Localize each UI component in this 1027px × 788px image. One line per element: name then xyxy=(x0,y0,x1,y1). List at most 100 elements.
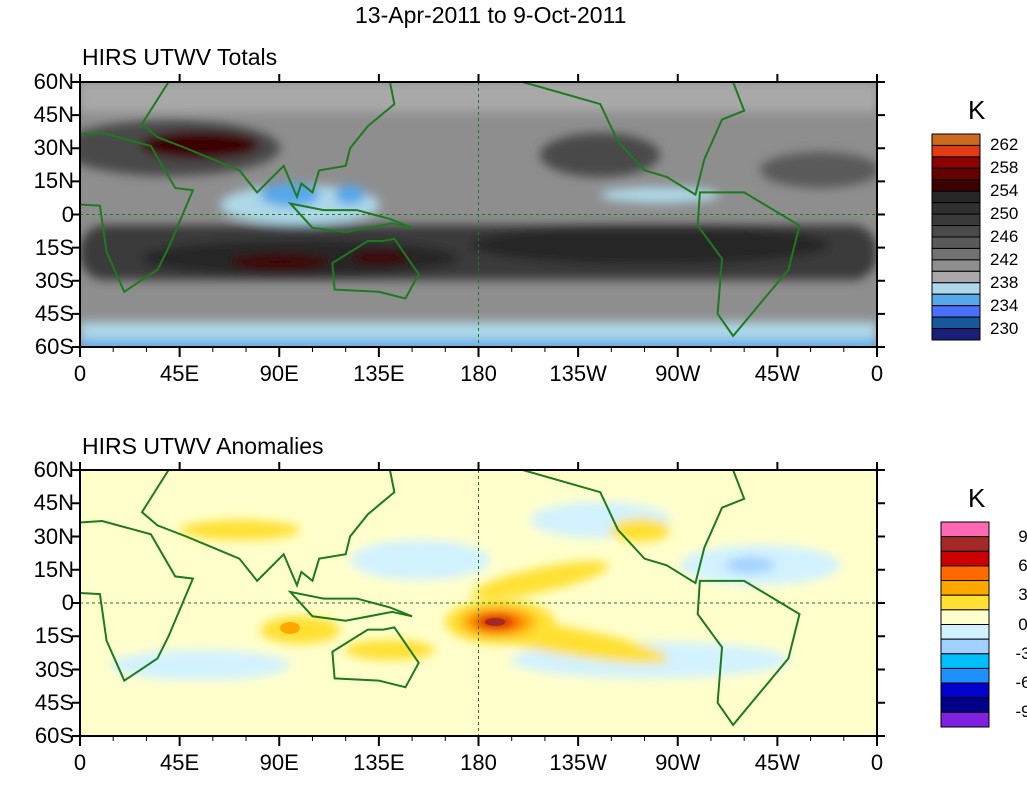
colorbar-box xyxy=(931,156,981,169)
y-tick-label: 0 xyxy=(61,590,74,615)
colorbar-box xyxy=(940,697,990,713)
x-tick-label: 135W xyxy=(549,750,607,775)
colorbar-label: 250 xyxy=(990,204,1019,224)
y-tick-label: 15N xyxy=(33,556,74,582)
colorbar-label: 246 xyxy=(990,227,1019,246)
colorbar-label: 258 xyxy=(990,158,1019,178)
colorbar-box xyxy=(931,282,981,295)
y-tick-label: 30N xyxy=(33,135,74,161)
x-tick-label: 90E xyxy=(259,750,299,775)
colorbar-box xyxy=(931,293,981,307)
coastline-5 xyxy=(287,201,413,234)
coastline-4 xyxy=(696,579,801,727)
x-tick-label: 45E xyxy=(160,361,200,386)
x-tick-label: 90W xyxy=(655,750,701,775)
colorbar-label: 0 xyxy=(1018,614,1027,634)
colorbar-label: 262 xyxy=(990,135,1019,155)
colorbar-box xyxy=(940,682,990,699)
y-tick-label: 45N xyxy=(33,490,74,516)
colorbar-box xyxy=(940,580,990,596)
colorbar-box xyxy=(931,179,981,192)
colorbar-box xyxy=(931,305,981,318)
colorbar-box xyxy=(940,638,990,655)
colorbar-box xyxy=(940,536,990,552)
colorbar-label: 238 xyxy=(990,272,1019,292)
coastline-0 xyxy=(80,131,195,294)
x-tick-label: 45W xyxy=(754,361,800,386)
colorbar-box xyxy=(931,259,981,272)
colorbar-label: -3 xyxy=(1015,643,1027,663)
panel-title-anomalies: HIRS UTWV Anomalies xyxy=(82,433,324,459)
x-tick-label: 180 xyxy=(460,361,497,386)
y-tick-label: 0 xyxy=(61,201,74,227)
colorbar-box xyxy=(940,653,990,669)
coastline-1 xyxy=(140,470,396,589)
colorbar-label: 234 xyxy=(990,295,1019,315)
colorbar-label: -6 xyxy=(1015,673,1027,693)
coastline-3 xyxy=(522,82,746,197)
coastline-4 xyxy=(696,191,801,338)
colorbar-units-totals: K xyxy=(968,95,986,125)
y-tick-label: 60N xyxy=(33,69,74,94)
colorbar-label: -9 xyxy=(1015,702,1027,722)
colorbar-label: 254 xyxy=(990,181,1019,201)
y-tick-label: 30N xyxy=(33,523,74,549)
colorbar-label: 230 xyxy=(990,318,1019,338)
x-tick-label: 135E xyxy=(353,750,405,775)
x-tick-label: 135E xyxy=(353,361,405,386)
x-tick-label: 180 xyxy=(460,750,497,775)
y-tick-label: 15N xyxy=(33,168,74,194)
colorbar-box xyxy=(931,225,981,238)
colorbar-box xyxy=(940,550,990,567)
colorbar-box xyxy=(940,711,990,728)
colorbar-box xyxy=(940,594,990,611)
x-tick-label: 0 xyxy=(870,361,884,386)
coastline-2 xyxy=(331,237,420,300)
colorbar-label: 6 xyxy=(1018,555,1027,575)
totals-field xyxy=(80,82,877,347)
colorbar-box xyxy=(931,167,981,181)
colorbar-box xyxy=(931,236,981,249)
colorbar-label: 9 xyxy=(1018,526,1027,546)
y-tick-label: 45N xyxy=(33,102,74,128)
figure-title: 13-Apr-2011 to 9-Oct-2011 xyxy=(355,2,627,28)
colorbar-box xyxy=(931,247,981,261)
coastline-3 xyxy=(522,470,746,585)
coastline-5 xyxy=(287,590,413,622)
y-tick-label: 30S xyxy=(34,656,74,682)
colorbar-box xyxy=(940,624,990,640)
y-tick-label: 30S xyxy=(34,267,74,293)
y-tick-label: 60N xyxy=(33,457,74,482)
y-tick-label: 15S xyxy=(34,623,74,649)
y-tick-label: 15S xyxy=(34,234,74,260)
y-tick-label: 60S xyxy=(34,723,74,748)
y-tick-label: 45S xyxy=(34,689,74,715)
colorbar-box xyxy=(931,202,981,215)
colorbar-box xyxy=(940,565,990,582)
colorbar-box xyxy=(931,144,981,158)
colorbar-box xyxy=(931,213,981,227)
coastline-0 xyxy=(80,519,195,683)
colorbar-label: 242 xyxy=(990,249,1019,269)
y-tick-label: 60S xyxy=(34,334,74,359)
colorbar-box xyxy=(931,133,981,146)
colorbar-box xyxy=(940,667,990,684)
x-tick-label: 90E xyxy=(259,361,299,386)
colorbar-units-anomalies: K xyxy=(968,483,986,513)
x-tick-label: 45W xyxy=(754,750,800,775)
y-tick-label: 45S xyxy=(34,300,74,326)
colorbar-box xyxy=(931,190,981,204)
x-tick-label: 135W xyxy=(549,361,607,386)
x-tick-label: 45E xyxy=(160,750,200,775)
coastline-2 xyxy=(331,626,420,689)
x-tick-label: 0 xyxy=(870,750,884,775)
x-tick-label: 90W xyxy=(655,361,701,386)
x-tick-label: 0 xyxy=(73,750,87,775)
colorbar-label: 3 xyxy=(1018,585,1027,605)
x-tick-label: 0 xyxy=(73,361,87,386)
colorbar-box xyxy=(931,316,981,330)
colorbar-box xyxy=(940,609,990,625)
panel-title-totals: HIRS UTWV Totals xyxy=(82,44,278,70)
